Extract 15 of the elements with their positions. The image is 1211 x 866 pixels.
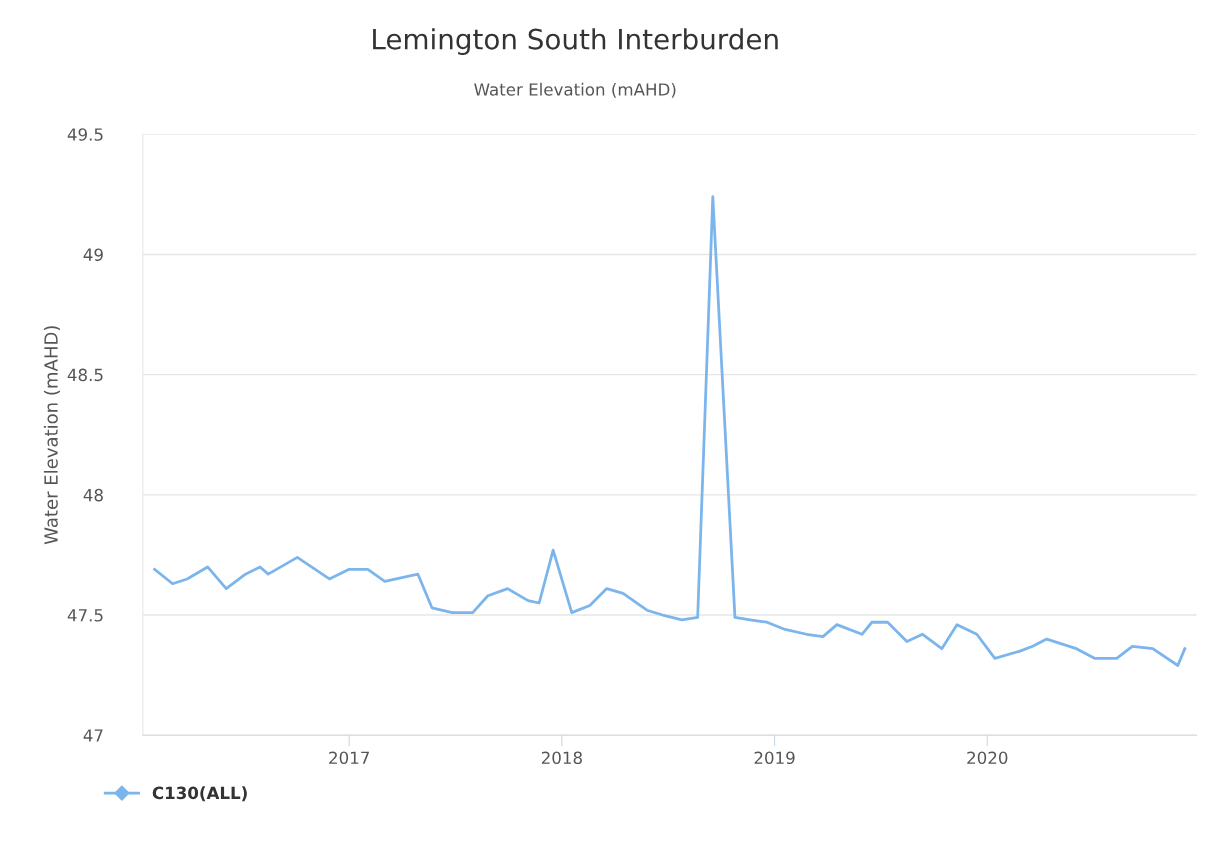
- line-series: [153, 195, 1187, 667]
- chart-title: Lemington South Interburden: [373, 28, 778, 56]
- x-tick-label: 2017: [329, 751, 369, 765]
- y-tick-label: 49: [83, 248, 103, 261]
- y-tick-label: 48.5: [67, 368, 103, 382]
- x-tick-label: 2018: [541, 751, 582, 765]
- chart-subtitle: Water Elevation (mAHD): [474, 82, 676, 98]
- legend-label: C130(ALL): [152, 786, 247, 802]
- y-tick-label: 48: [83, 488, 103, 502]
- y-tick-label: 47.5: [67, 609, 103, 622]
- y-axis-title: Water Elevation (mAHD): [43, 326, 60, 545]
- y-tick-label: 47: [83, 729, 103, 742]
- y-tick-label: 49.5: [67, 128, 103, 141]
- x-tick-label: 2019: [754, 751, 795, 765]
- x-tick-label: 2020: [967, 751, 1008, 765]
